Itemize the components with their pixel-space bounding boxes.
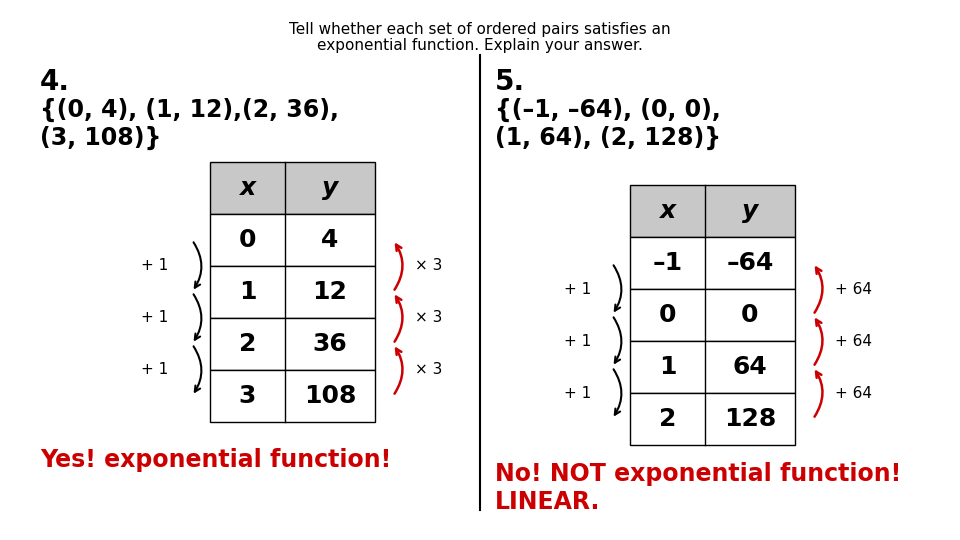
Text: + 64: + 64 [835, 334, 872, 348]
Text: LINEAR.: LINEAR. [495, 490, 600, 514]
Text: {(0, 4), (1, 12),(2, 36),: {(0, 4), (1, 12),(2, 36), [40, 98, 339, 122]
Text: 36: 36 [313, 332, 348, 356]
Text: + 1: + 1 [141, 259, 169, 273]
Bar [210, 266, 375, 318]
Text: y: y [322, 176, 338, 200]
Text: 2: 2 [659, 407, 676, 431]
Text: + 1: + 1 [564, 386, 591, 401]
Text: + 1: + 1 [141, 362, 169, 377]
Text: 1: 1 [239, 280, 256, 304]
Text: 0: 0 [659, 303, 676, 327]
Text: + 1: + 1 [141, 310, 169, 326]
Bar [210, 162, 375, 214]
Text: + 64: + 64 [835, 386, 872, 401]
Bar [630, 341, 795, 393]
Text: 2: 2 [239, 332, 256, 356]
Text: y: y [742, 199, 758, 223]
Text: –1: –1 [653, 251, 683, 275]
Bar [210, 214, 375, 266]
Text: × 3: × 3 [415, 362, 443, 377]
Text: + 64: + 64 [835, 281, 872, 296]
Text: 128: 128 [724, 407, 776, 431]
Bar [630, 289, 795, 341]
Text: Tell whether each set of ordered pairs satisfies an: Tell whether each set of ordered pairs s… [289, 22, 671, 37]
Bar [630, 237, 795, 289]
Text: x: x [660, 199, 676, 223]
Text: No! NOT exponential function!: No! NOT exponential function! [495, 462, 901, 486]
Text: 64: 64 [732, 355, 767, 379]
Text: × 3: × 3 [415, 259, 443, 273]
Text: 1: 1 [659, 355, 676, 379]
Text: 5.: 5. [495, 68, 525, 96]
Text: {(–1, –64), (0, 0),: {(–1, –64), (0, 0), [495, 98, 721, 122]
Bar [630, 185, 795, 237]
Text: 0: 0 [239, 228, 256, 252]
Text: exponential function. Explain your answer.: exponential function. Explain your answe… [317, 38, 643, 53]
Text: 108: 108 [303, 384, 356, 408]
Text: 4.: 4. [40, 68, 70, 96]
Bar [210, 318, 375, 370]
Text: Yes! exponential function!: Yes! exponential function! [40, 448, 392, 472]
Text: × 3: × 3 [415, 310, 443, 326]
Text: (1, 64), (2, 128)}: (1, 64), (2, 128)} [495, 126, 721, 150]
Text: 0: 0 [741, 303, 758, 327]
Text: –64: –64 [727, 251, 774, 275]
Bar [210, 370, 375, 422]
Text: + 1: + 1 [564, 281, 591, 296]
Text: 4: 4 [322, 228, 339, 252]
Text: 12: 12 [313, 280, 348, 304]
Text: (3, 108)}: (3, 108)} [40, 126, 161, 150]
Text: 3: 3 [239, 384, 256, 408]
Bar [630, 393, 795, 445]
Text: x: x [239, 176, 255, 200]
Text: + 1: + 1 [564, 334, 591, 348]
